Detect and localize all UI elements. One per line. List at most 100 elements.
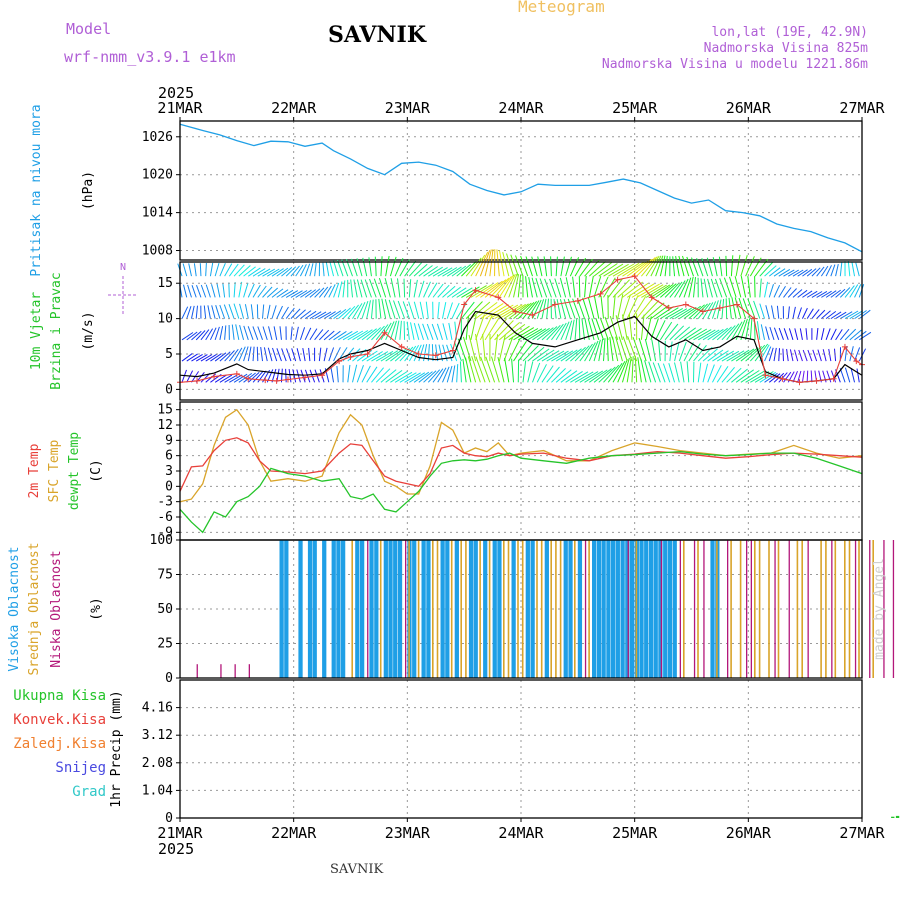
wind-barb [637,357,642,383]
precip-tick-label: 1.04 [142,783,173,798]
wind-barb [471,356,481,383]
wind-barb [489,249,494,277]
wind-barb [233,264,245,277]
wind-barb [794,349,799,362]
wind-barb [219,263,226,277]
wind-barb [244,304,249,319]
wind-barb [181,332,194,341]
low-cloud-bar [660,540,662,678]
wind-barb [669,325,685,341]
wind-barb [304,263,311,277]
wind-barb [518,328,539,341]
wind-barb [408,345,420,362]
altitude-label: Nadmorska Visina 825m [703,41,868,56]
wind-barb [683,327,702,341]
wind-barb [664,282,680,298]
wind-barb [655,306,674,320]
mid-cloud-bar [588,540,590,678]
wind-barb [432,283,444,298]
precip-tick-label: 3.12 [142,728,173,743]
wind-barb [300,310,312,320]
wind-barb [776,305,780,319]
wind-barb [418,344,425,362]
mid-cloud-bar [801,540,803,678]
wind-barb [205,328,214,341]
wind-barb [273,326,278,340]
wind-gust-marker [512,308,519,315]
wind-barb [268,326,273,340]
wind-barb [683,305,702,320]
wind-barb [309,288,321,298]
wind-barb [467,356,477,383]
wind-barb [413,263,428,277]
wind-barb [496,249,500,277]
mid-cloud-bar [550,540,552,678]
mid-cloud-bar [758,540,761,678]
wind-barb [834,348,837,362]
wind-barb [621,294,631,319]
wind-barb [546,324,561,341]
high-cloud-bar [440,540,445,678]
wind-barb [272,347,278,362]
wind-barb [686,256,694,277]
high-cloud-bar [663,540,668,678]
wind-barb [747,298,756,319]
wind-barb [231,324,235,340]
mid-cloud-bar [540,540,543,678]
low-cloud-bar [405,540,407,678]
wind-barb [299,327,306,341]
wind-barb [499,304,523,320]
wind-barb [712,257,718,277]
wind-barb [645,316,652,340]
wind-barb [765,305,770,319]
wind-barb [475,356,486,383]
x-tick-top-6: 27MAR [839,99,885,117]
wind-barb [304,310,317,320]
wind-barb [680,361,685,383]
wind-barb [707,328,724,341]
wind-barb [413,301,420,319]
wind-barb [626,282,649,298]
wind-barb [446,302,453,319]
wind-barb [368,257,372,277]
wind-barb [432,368,444,383]
wind-barb [322,262,325,277]
high-cloud-bar [312,540,317,678]
wind-barb [745,318,751,340]
wind-axis-label-2: Brzina i Pravac [49,272,64,389]
wind-barb [330,367,335,383]
wind-gust-marker [648,294,655,301]
wind-barb [369,278,377,298]
wind-barb [759,303,766,319]
wind-barb [276,289,289,298]
precip-panel-frame [179,679,863,819]
wind-barb [418,265,433,277]
wind-barb [634,355,638,383]
pressure-tick-label: 1026 [142,130,173,145]
wind-barb [223,304,230,319]
wind-barb [849,329,862,341]
x-tick-bottom-0: 21MAR [157,824,203,842]
wind-barb [731,349,750,362]
wind-barb [801,370,805,383]
high-cloud-bar [355,540,360,678]
wind-barb [462,358,467,383]
wind-barb [588,261,606,277]
wind-barb [435,344,439,362]
wind-barb [688,304,705,319]
wind-barb [195,305,198,319]
wind-barb [347,364,351,383]
wind-barb [328,330,341,341]
wind-gust-marker [284,376,291,383]
wind-tick-label: 5 [165,347,173,362]
wind-barb [456,287,473,298]
wind-barb [186,306,192,319]
wind-barb [535,278,543,298]
wind-barb [314,287,325,298]
wind-barb [782,348,784,362]
wind-barb [806,290,818,298]
wind-barb [716,326,732,341]
wind-barb [276,348,282,362]
wind-gust-marker [751,315,758,322]
wind-barb [574,371,594,383]
